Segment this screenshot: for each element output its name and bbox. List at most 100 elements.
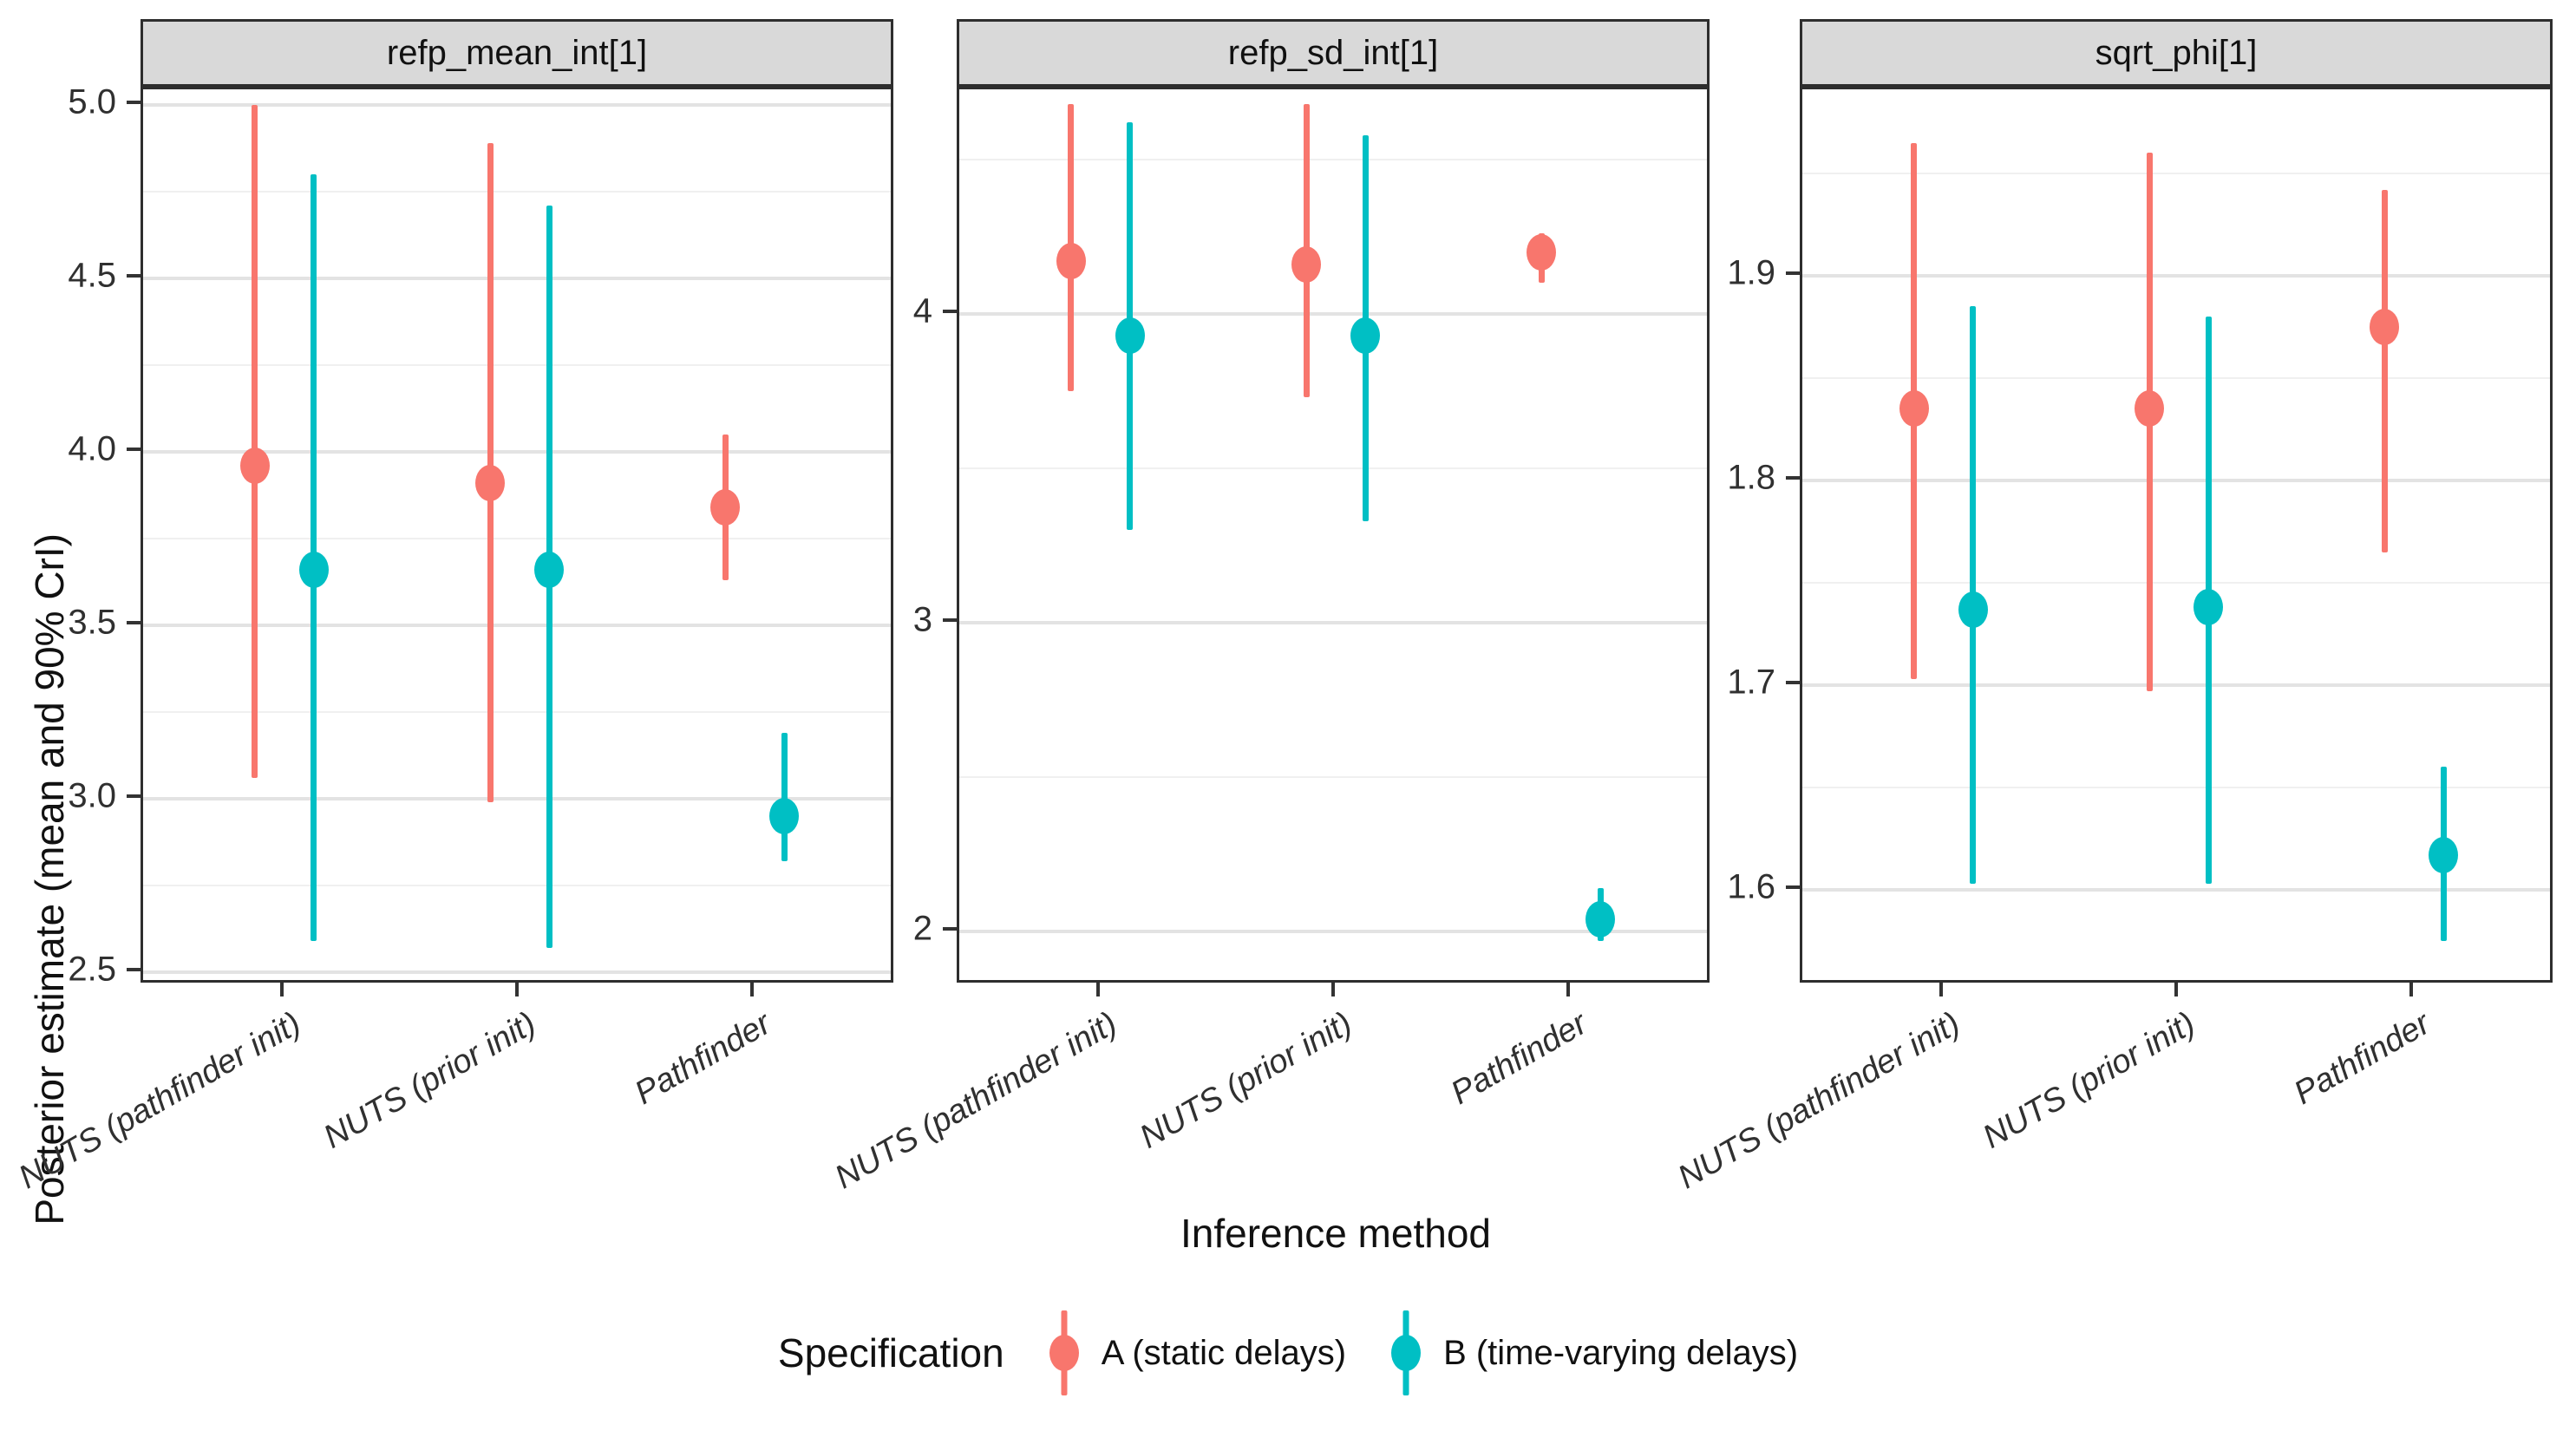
panel: [957, 87, 1710, 983]
legend-key-dot: [1049, 1335, 1079, 1371]
facet-strip: sqrt_phi[1]: [1800, 19, 2553, 87]
gridline-minor: [959, 776, 1707, 779]
x-tick-label: NUTS (prior init): [317, 1005, 542, 1156]
gridline-major: [143, 970, 891, 974]
x-axis-title: Inference method: [1180, 1211, 1491, 1256]
point-dot: [710, 489, 741, 526]
gridline-major: [1802, 479, 2550, 482]
point-dot: [2370, 309, 2400, 345]
gridline-major: [959, 621, 1707, 625]
ci-line: [252, 105, 258, 778]
gridline-major: [143, 624, 891, 627]
gridline-major: [1802, 274, 2550, 278]
legend-key-dot: [1391, 1335, 1422, 1371]
gridline-minor: [959, 467, 1707, 470]
gridline-minor: [143, 538, 891, 539]
legend-label-b: B (time-varying delays): [1443, 1333, 1799, 1372]
y-tick-label: 1.6: [1727, 867, 1775, 906]
point-dot: [1291, 246, 1321, 284]
y-axis-tick: [943, 310, 957, 313]
point-dot: [1899, 390, 1929, 428]
gridline-minor: [1802, 787, 2550, 789]
point-dot: [475, 465, 505, 501]
gridline-minor: [1802, 377, 2550, 379]
gridline-minor: [143, 711, 891, 713]
y-tick-label: 2.5: [68, 950, 116, 989]
point-dot: [1115, 317, 1145, 354]
y-tick-label: 1.7: [1727, 663, 1775, 702]
y-tick-label: 4.0: [68, 429, 116, 468]
gridline-major: [1802, 683, 2550, 687]
x-axis-tick: [279, 983, 284, 996]
gridline-minor: [143, 885, 891, 886]
x-axis-tick: [1331, 983, 1335, 996]
point-dot: [239, 448, 270, 484]
facet-strip: refp_sd_int[1]: [957, 19, 1710, 87]
x-axis-tick: [1939, 983, 1943, 996]
y-tick-label: 5.0: [68, 82, 116, 121]
point-dot: [534, 552, 564, 588]
point-dot: [2429, 836, 2459, 873]
gridline-minor: [959, 158, 1707, 160]
y-tick-label: 4.5: [68, 256, 116, 295]
gridline-major: [143, 797, 891, 800]
gridline-major: [143, 103, 891, 107]
y-tick-label: 1.8: [1727, 458, 1775, 497]
gridline-minor: [1802, 582, 2550, 584]
y-tick-label: 2: [912, 909, 932, 948]
x-axis-tick: [750, 983, 755, 996]
x-axis-tick: [2174, 983, 2178, 996]
legend-item-a: A (static delays): [1049, 1305, 1346, 1401]
gridline-major: [143, 277, 891, 280]
legend-key-pointrange-b: [1391, 1305, 1422, 1401]
point-dot: [1527, 233, 1557, 271]
point-dot: [2194, 589, 2223, 626]
legend-title: Specification: [777, 1330, 1004, 1375]
gridline-major: [1802, 888, 2550, 892]
point-dot: [1350, 317, 1380, 354]
x-axis-tick: [1095, 983, 1100, 996]
y-axis-tick: [1786, 271, 1800, 275]
legend-item-b: B (time-varying delays): [1391, 1305, 1798, 1401]
x-axis-tick: [515, 983, 519, 996]
gridline-major: [959, 930, 1707, 934]
x-tick-label: NUTS (pathfinder init): [1671, 1005, 1966, 1197]
y-axis-tick: [127, 621, 141, 624]
x-tick-label: Pathfinder: [1445, 1005, 1594, 1112]
y-axis-tick: [943, 927, 957, 931]
panel: [1800, 87, 2553, 983]
x-tick-label: Pathfinder: [2288, 1005, 2437, 1112]
facet-title: refp_mean_int[1]: [386, 33, 648, 72]
facet-strip: refp_mean_int[1]: [141, 19, 893, 87]
y-tick-label: 1.9: [1727, 253, 1775, 292]
x-axis-tick: [2409, 983, 2414, 996]
x-tick-label: NUTS (prior init): [1977, 1005, 2201, 1156]
point-dot: [1585, 900, 1616, 938]
gridline-minor: [1802, 172, 2550, 174]
y-axis-tick: [1786, 885, 1800, 890]
y-axis-tick: [127, 274, 141, 278]
y-axis-tick: [127, 794, 141, 798]
y-axis-tick: [127, 101, 141, 104]
ci-line: [2381, 189, 2388, 552]
y-axis-tick: [1786, 681, 1800, 684]
y-axis-tick: [943, 618, 957, 623]
legend-key-pointrange-a: [1049, 1305, 1079, 1401]
legend: Specification A (static delays) B (time-…: [0, 1305, 2576, 1401]
gridline-minor: [143, 191, 891, 193]
point-dot: [298, 552, 329, 588]
y-tick-label: 3.5: [68, 603, 116, 642]
y-tick-label: 3: [912, 600, 932, 639]
facet-title: sqrt_phi[1]: [2095, 33, 2258, 72]
point-dot: [2135, 390, 2164, 428]
x-tick-label: NUTS (pathfinder init): [828, 1005, 1123, 1197]
facet-title: refp_sd_int[1]: [1227, 33, 1439, 72]
y-axis-tick: [127, 968, 141, 971]
point-dot: [1056, 243, 1086, 280]
gridline-major: [143, 450, 891, 454]
legend-label-a: A (static delays): [1101, 1333, 1347, 1372]
gridline-minor: [143, 364, 891, 366]
panel: [141, 87, 893, 983]
y-tick-label: 3.0: [68, 776, 116, 815]
y-axis-tick: [127, 448, 141, 451]
